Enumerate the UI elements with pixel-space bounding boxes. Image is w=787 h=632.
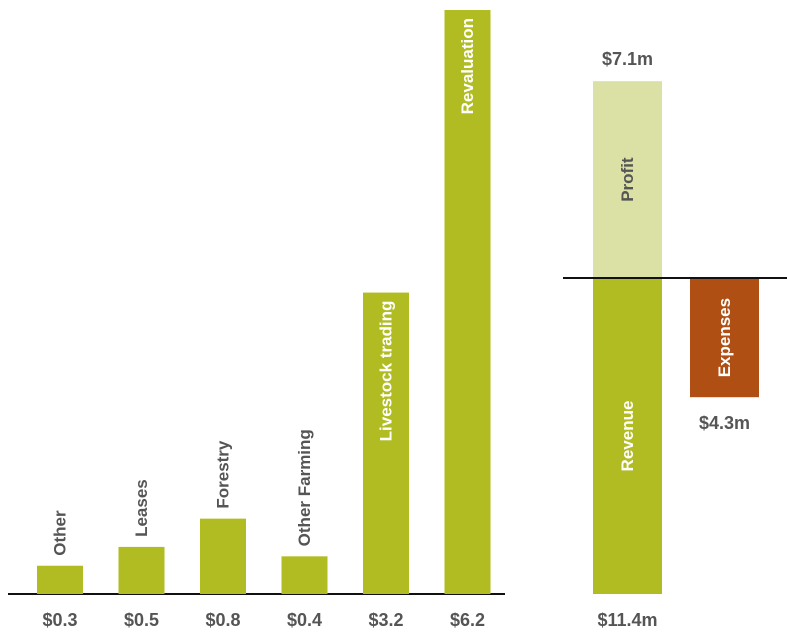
value-label-profit: $7.1m [602,49,653,69]
category-label-profit: Profit [618,157,637,202]
bar-other-farming [281,556,328,594]
category-label-other-farming: Other Farming [295,429,314,546]
bar-livestock-trading [363,292,409,594]
value-label-other-farming: $0.4 [287,610,322,630]
category-label-revenue: Revenue [618,401,637,472]
value-label-forestry: $0.8 [205,610,240,630]
value-label-leases: $0.5 [124,610,159,630]
revenue-sources-chart: Other $0.3 Leases $0.5 Forestry $0.8 Other Far… [8,10,505,630]
bar-other [37,565,83,594]
value-label-livestock-trading: $3.2 [368,610,403,630]
value-label-expenses: $4.3m [699,413,750,433]
bar-revenue [593,278,662,594]
category-label-livestock-trading: Livestock trading [377,301,396,442]
bar-expenses [690,278,759,398]
value-label-revaluation: $6.2 [450,610,485,630]
bar-leases [118,546,165,594]
category-label-other: Other [51,510,70,556]
bar-profit [593,81,662,278]
category-label-leases: Leases [132,479,151,537]
bar-forestry [200,518,246,594]
category-label-revaluation: Revaluation [458,18,477,114]
bar-revaluation [444,10,491,594]
profit-breakdown-chart: Revenue Expenses Profit $11.4m $4.3m $7.1m [563,49,787,630]
value-label-revenue: $11.4m [597,610,657,630]
category-label-expenses: Expenses [715,298,734,377]
value-label-other: $0.3 [42,610,77,630]
category-label-forestry: Forestry [214,440,233,509]
